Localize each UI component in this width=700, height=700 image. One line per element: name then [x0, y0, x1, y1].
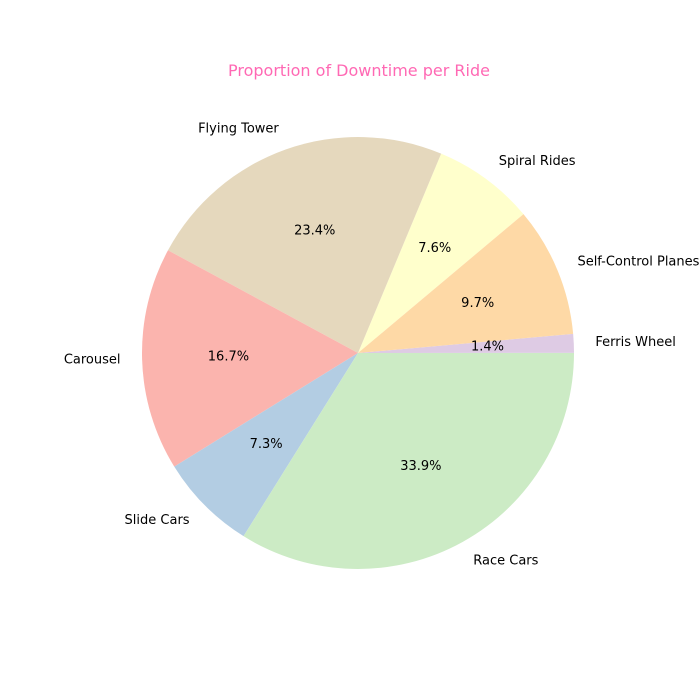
slice-label-carousel: Carousel — [64, 352, 121, 367]
pie-slices — [142, 136, 575, 570]
slice-label-self-control-planes: Self-Control Planes — [577, 254, 699, 269]
pie-slice-spiral-rides — [358, 153, 524, 353]
slice-percent-carousel: 16.7% — [208, 349, 249, 364]
slice-percent-slide-cars: 7.3% — [250, 437, 283, 452]
slice-label-flying-tower: Flying Tower — [198, 122, 279, 137]
slice-percent-spiral-rides: 7.6% — [418, 241, 451, 256]
pie-slice-carousel — [142, 250, 358, 467]
pie-slice-self-control-planes — [358, 214, 574, 353]
chart-title: Proportion of Downtime per Ride — [228, 61, 490, 80]
slice-percent-self-control-planes: 9.7% — [461, 296, 494, 311]
slice-percent-ferris-wheel: 1.4% — [471, 340, 504, 355]
slice-label-race-cars: Race Cars — [473, 553, 538, 568]
pie-slice-slide-cars — [174, 353, 358, 537]
slice-label-spiral-rides: Spiral Rides — [499, 154, 576, 169]
pie-slice-ferris-wheel — [358, 333, 574, 353]
pie-slice-race-cars — [243, 352, 575, 570]
slice-percent-race-cars: 33.9% — [400, 459, 441, 474]
slice-percent-flying-tower: 23.4% — [294, 223, 335, 238]
pie-labels: Spiral Rides 7.6% Flying Tower 23.4% Carouse… — [64, 122, 700, 569]
slice-label-ferris-wheel: Ferris Wheel — [595, 335, 675, 350]
slice-label-slide-cars: Slide Cars — [125, 513, 190, 528]
pie-slice-flying-tower — [168, 136, 442, 353]
